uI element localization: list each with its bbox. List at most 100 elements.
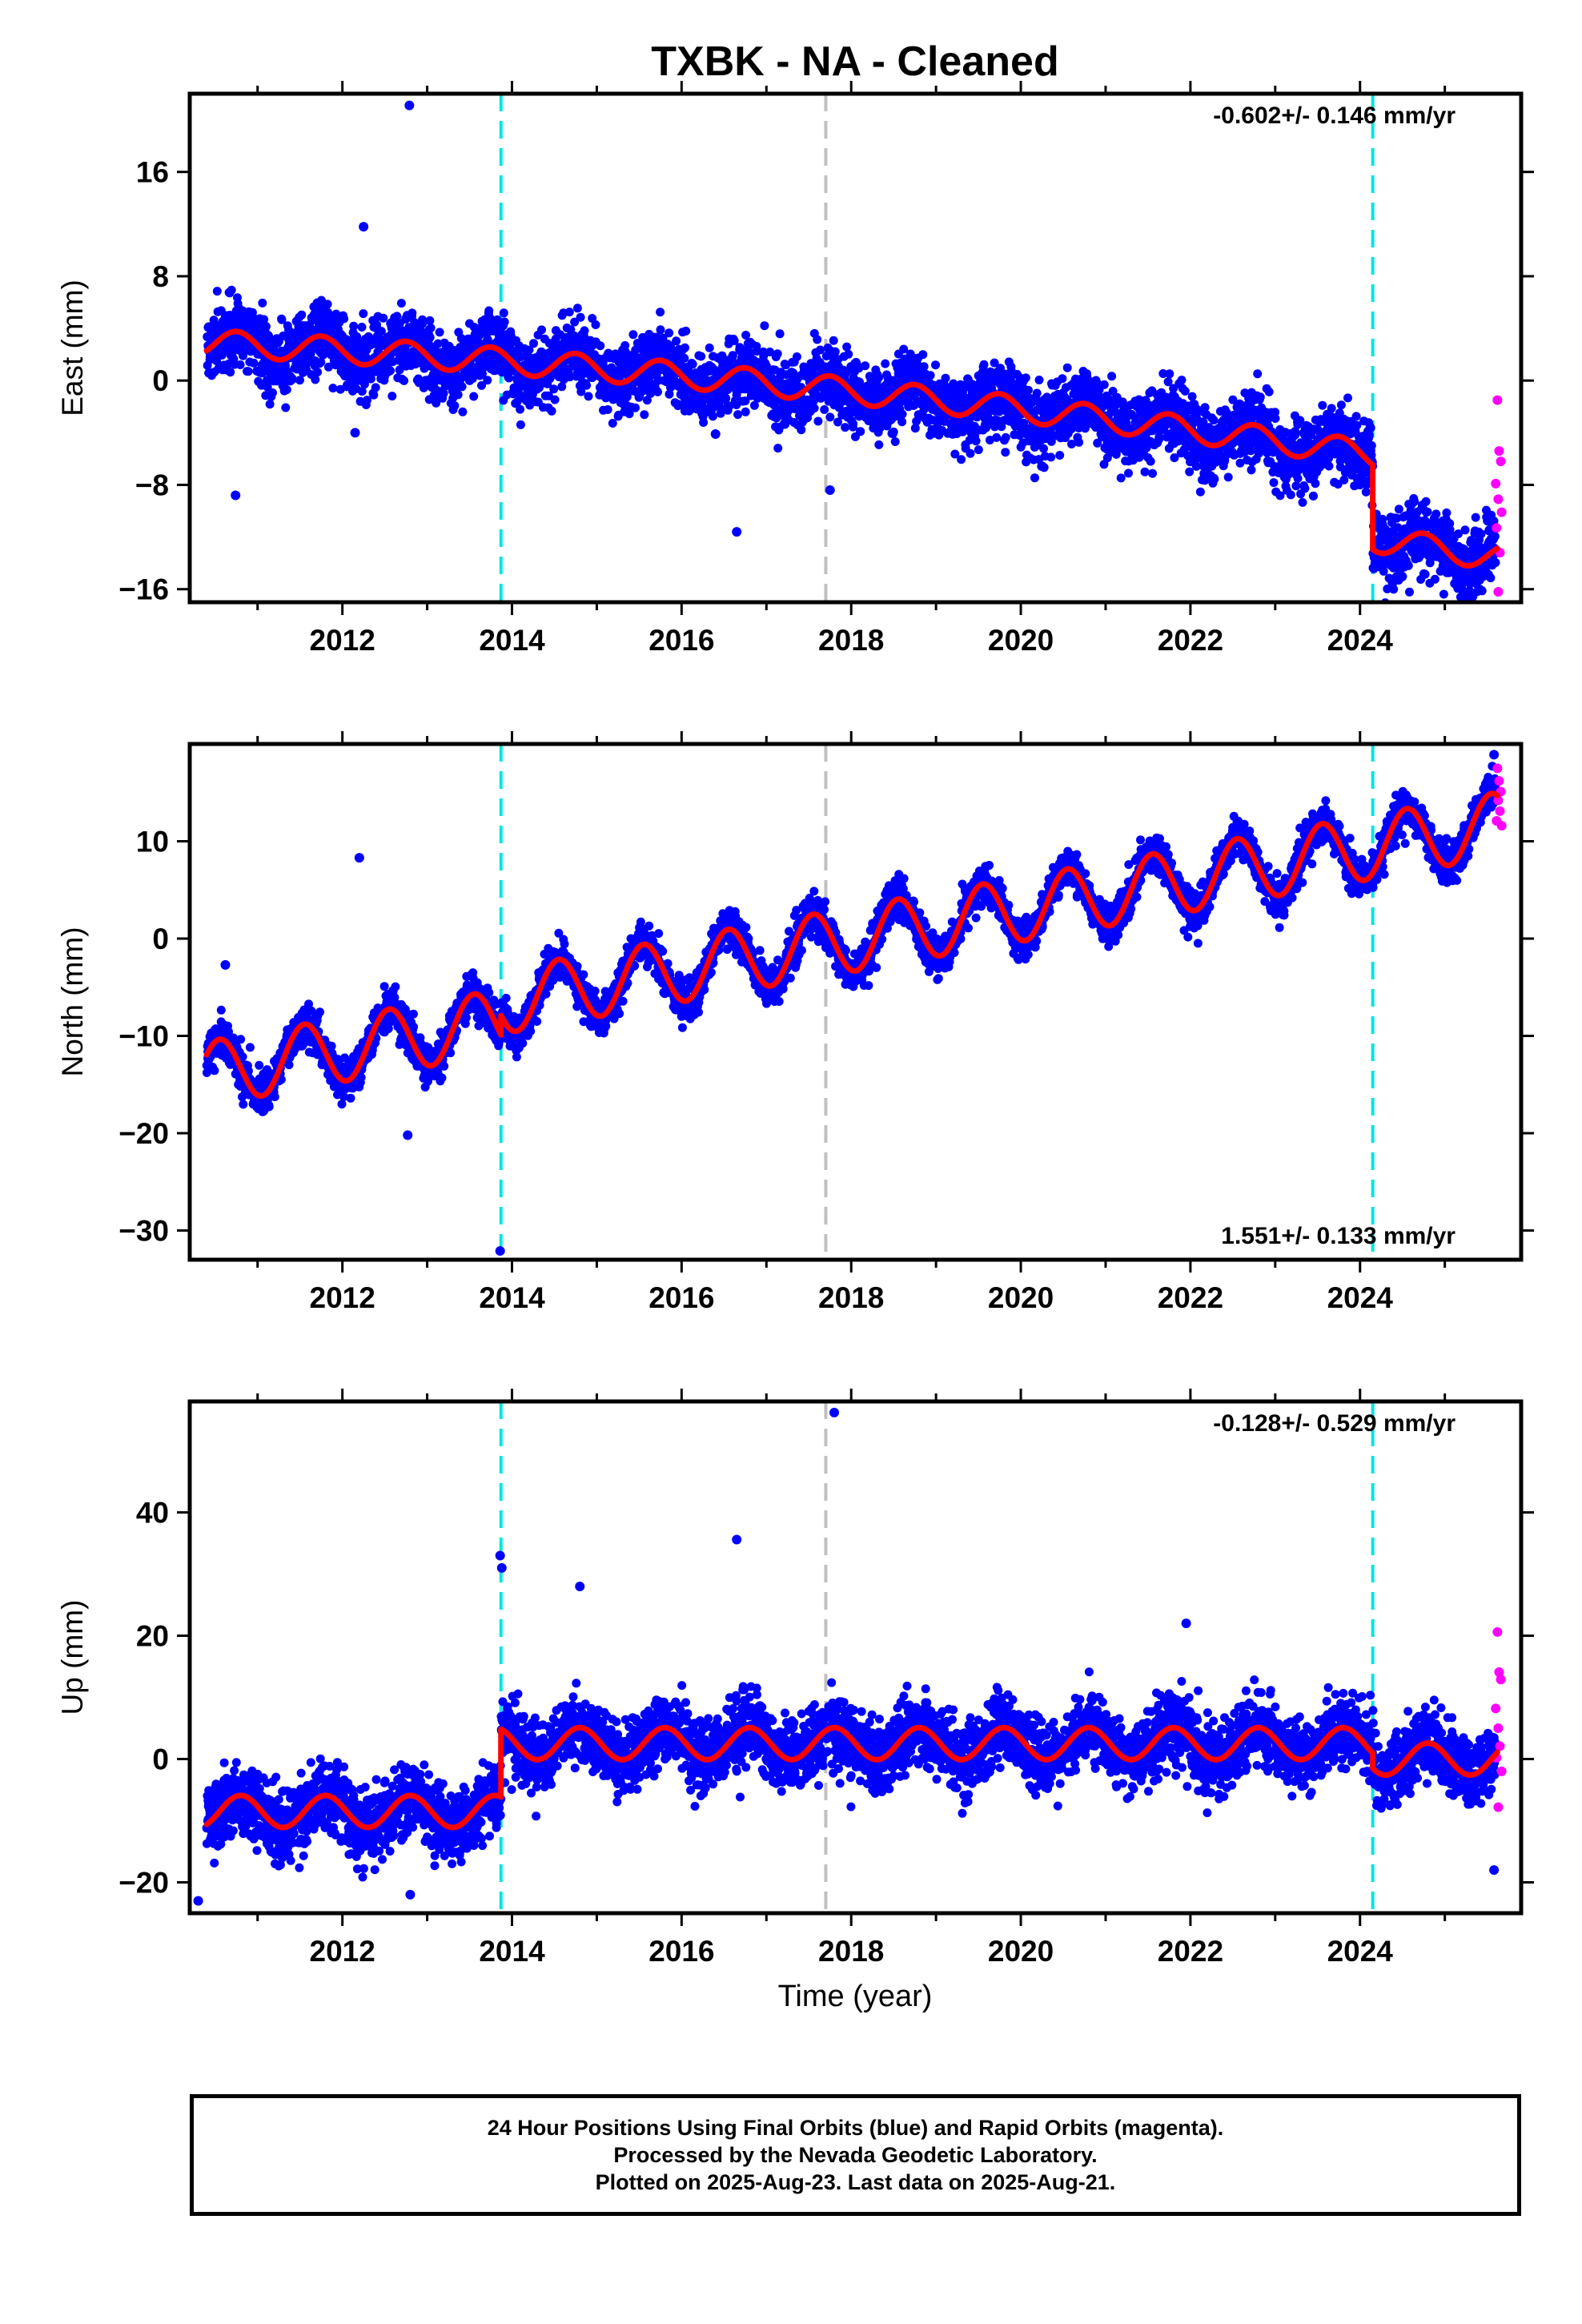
final-orbit-point (366, 374, 375, 384)
final-orbit-point (331, 309, 341, 319)
final-orbit-point (1291, 430, 1300, 440)
final-orbit-point (1055, 451, 1065, 460)
final-orbit-point (1439, 589, 1448, 599)
final-orbit-point (773, 349, 782, 359)
final-orbit-point (457, 382, 467, 392)
final-orbit-point (797, 425, 806, 435)
final-orbit-point (1067, 440, 1076, 448)
final-orbit-point (477, 380, 486, 390)
final-orbit-point (263, 382, 272, 392)
final-orbit-point (825, 412, 835, 422)
final-orbit-point (352, 332, 362, 341)
final-orbit-point (1403, 561, 1413, 570)
final-orbit-point (1223, 472, 1233, 482)
final-orbit-point (1318, 400, 1327, 410)
final-orbit-point (1001, 448, 1010, 457)
final-orbit-point (347, 344, 356, 354)
final-orbit-point (874, 440, 884, 449)
final-orbit-point (387, 392, 397, 401)
final-orbit-point (516, 420, 525, 429)
final-orbit-point (1058, 374, 1067, 384)
final-orbit-point (708, 412, 717, 421)
final-orbit-point (1366, 423, 1375, 432)
final-orbit-point (282, 385, 291, 395)
final-orbit-point (665, 328, 674, 338)
final-orbit-point (265, 400, 275, 409)
panels: 2012 2014 2016 2018 2020 2022 20241680−8−16Eas… (56, 81, 1534, 1968)
final-orbit-point (849, 419, 858, 428)
final-orbit-point (1309, 491, 1318, 501)
final-orbit-point (458, 407, 468, 416)
final-orbit-point (1291, 481, 1301, 491)
final-orbit-point (1021, 373, 1030, 383)
final-orbit-point (357, 323, 367, 332)
final-orbit-point (830, 347, 840, 356)
plot-area (203, 100, 1507, 602)
final-orbit-point (1423, 507, 1432, 517)
final-orbit-point (628, 330, 638, 340)
final-orbit-point (483, 335, 492, 344)
final-orbit-point (1394, 505, 1403, 514)
final-orbit-point (297, 310, 307, 320)
final-orbit-point (1247, 465, 1256, 475)
final-orbit-point (363, 396, 371, 405)
final-orbit-point (226, 368, 235, 377)
final-orbit-point (979, 360, 989, 369)
final-orbit-point (550, 395, 560, 404)
final-orbit-point (809, 404, 819, 413)
final-orbit-point (1124, 468, 1133, 478)
final-orbit-point (688, 360, 697, 369)
final-orbit-point (483, 376, 492, 385)
final-orbit-point (971, 436, 981, 446)
final-orbit-point (313, 368, 323, 377)
final-orbit-point (396, 299, 406, 308)
final-orbit-point (281, 403, 291, 412)
final-orbit-points (203, 100, 1500, 602)
final-orbit-point (813, 335, 822, 344)
final-orbit-point (1398, 572, 1407, 581)
final-orbit-point (1210, 474, 1219, 484)
final-orbit-point (426, 324, 436, 332)
final-orbit-point (889, 427, 898, 436)
final-orbit-point (874, 373, 883, 383)
final-orbit-point (1074, 437, 1084, 447)
final-orbit-point (1339, 475, 1349, 485)
final-orbit-point (570, 317, 580, 327)
final-orbit-point (897, 417, 907, 427)
final-orbit-point (357, 387, 367, 396)
final-orbit-point (603, 405, 612, 414)
final-orbit-point (1421, 497, 1431, 506)
final-orbit-point (881, 359, 890, 368)
final-orbit-point (392, 312, 402, 321)
final-orbit-point (1195, 487, 1205, 497)
final-orbit-point (631, 403, 640, 412)
final-orbit-point (656, 325, 665, 335)
final-orbit-point (656, 308, 665, 317)
final-orbit-point (1185, 467, 1195, 476)
final-orbit-point (966, 448, 975, 458)
final-orbit-point (1430, 574, 1439, 584)
final-orbit-point (259, 315, 269, 324)
final-orbit-point (699, 418, 709, 427)
final-orbit-point (918, 350, 928, 360)
final-orbit-point (1324, 461, 1334, 471)
final-orbit-point (369, 390, 379, 400)
final-orbit-point (582, 380, 592, 390)
final-orbit-point (1311, 479, 1320, 489)
final-orbit-point (576, 387, 586, 396)
final-orbit-point (974, 445, 983, 455)
final-orbit-point (504, 373, 514, 383)
final-orbit-point (1431, 509, 1441, 519)
final-orbit-point (1460, 525, 1470, 535)
final-orbit-point (1039, 444, 1048, 453)
final-orbit-point (537, 325, 546, 335)
final-orbit-point (339, 314, 349, 324)
final-orbit-point (890, 437, 900, 446)
final-orbit-point (1327, 404, 1336, 413)
final-orbit-point (572, 304, 582, 313)
final-orbit-point (469, 392, 479, 401)
final-orbit-point (432, 398, 441, 408)
final-orbit-point (453, 390, 463, 400)
final-orbit-point (856, 427, 865, 436)
final-orbit-point (1001, 432, 1010, 442)
